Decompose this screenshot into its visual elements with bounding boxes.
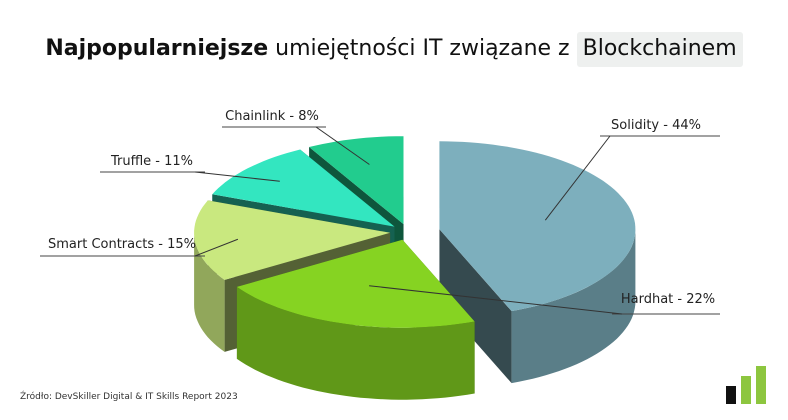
bar-chart-logo-icon <box>726 366 766 404</box>
data-label-chainlink: Chainlink - 8% <box>225 109 319 124</box>
slice-top-face <box>309 136 404 225</box>
source-note: Źródło: DevSkiller Digital & IT Skills R… <box>20 392 238 402</box>
data-label-hardhat: Hardhat - 22% <box>621 292 715 307</box>
slice-outer-wall <box>194 232 225 352</box>
leader-line-hardhat <box>369 285 623 315</box>
slice-outer-wall <box>236 286 475 400</box>
leader-line-truffle <box>194 171 280 182</box>
leader-line-solidity <box>544 135 611 221</box>
slice-side-face <box>439 229 512 384</box>
title-bold: Najpopularniejsze <box>45 36 269 61</box>
title-regular: umiejętności IT związane z <box>275 36 570 61</box>
data-label-smart-contracts: Smart Contracts - 15% <box>48 237 196 252</box>
pie-slice-hardhat <box>236 239 475 400</box>
slice-top-face <box>236 239 475 328</box>
slice-outer-wall <box>511 229 636 384</box>
slice-top-face <box>194 200 391 280</box>
title-highlight: Blockchainem <box>576 32 743 67</box>
pie-slice-solidity <box>439 141 636 384</box>
chart-title: Najpopularniejsze umiejętności IT związa… <box>0 32 788 67</box>
leader-line-smart-contracts <box>194 238 239 257</box>
data-label-solidity: Solidity - 44% <box>611 118 701 133</box>
data-label-truffle: Truffle - 11% <box>110 154 193 169</box>
leader-line-chainlink <box>315 126 370 165</box>
slice-top-face <box>212 149 395 227</box>
slice-top-face <box>439 141 636 312</box>
